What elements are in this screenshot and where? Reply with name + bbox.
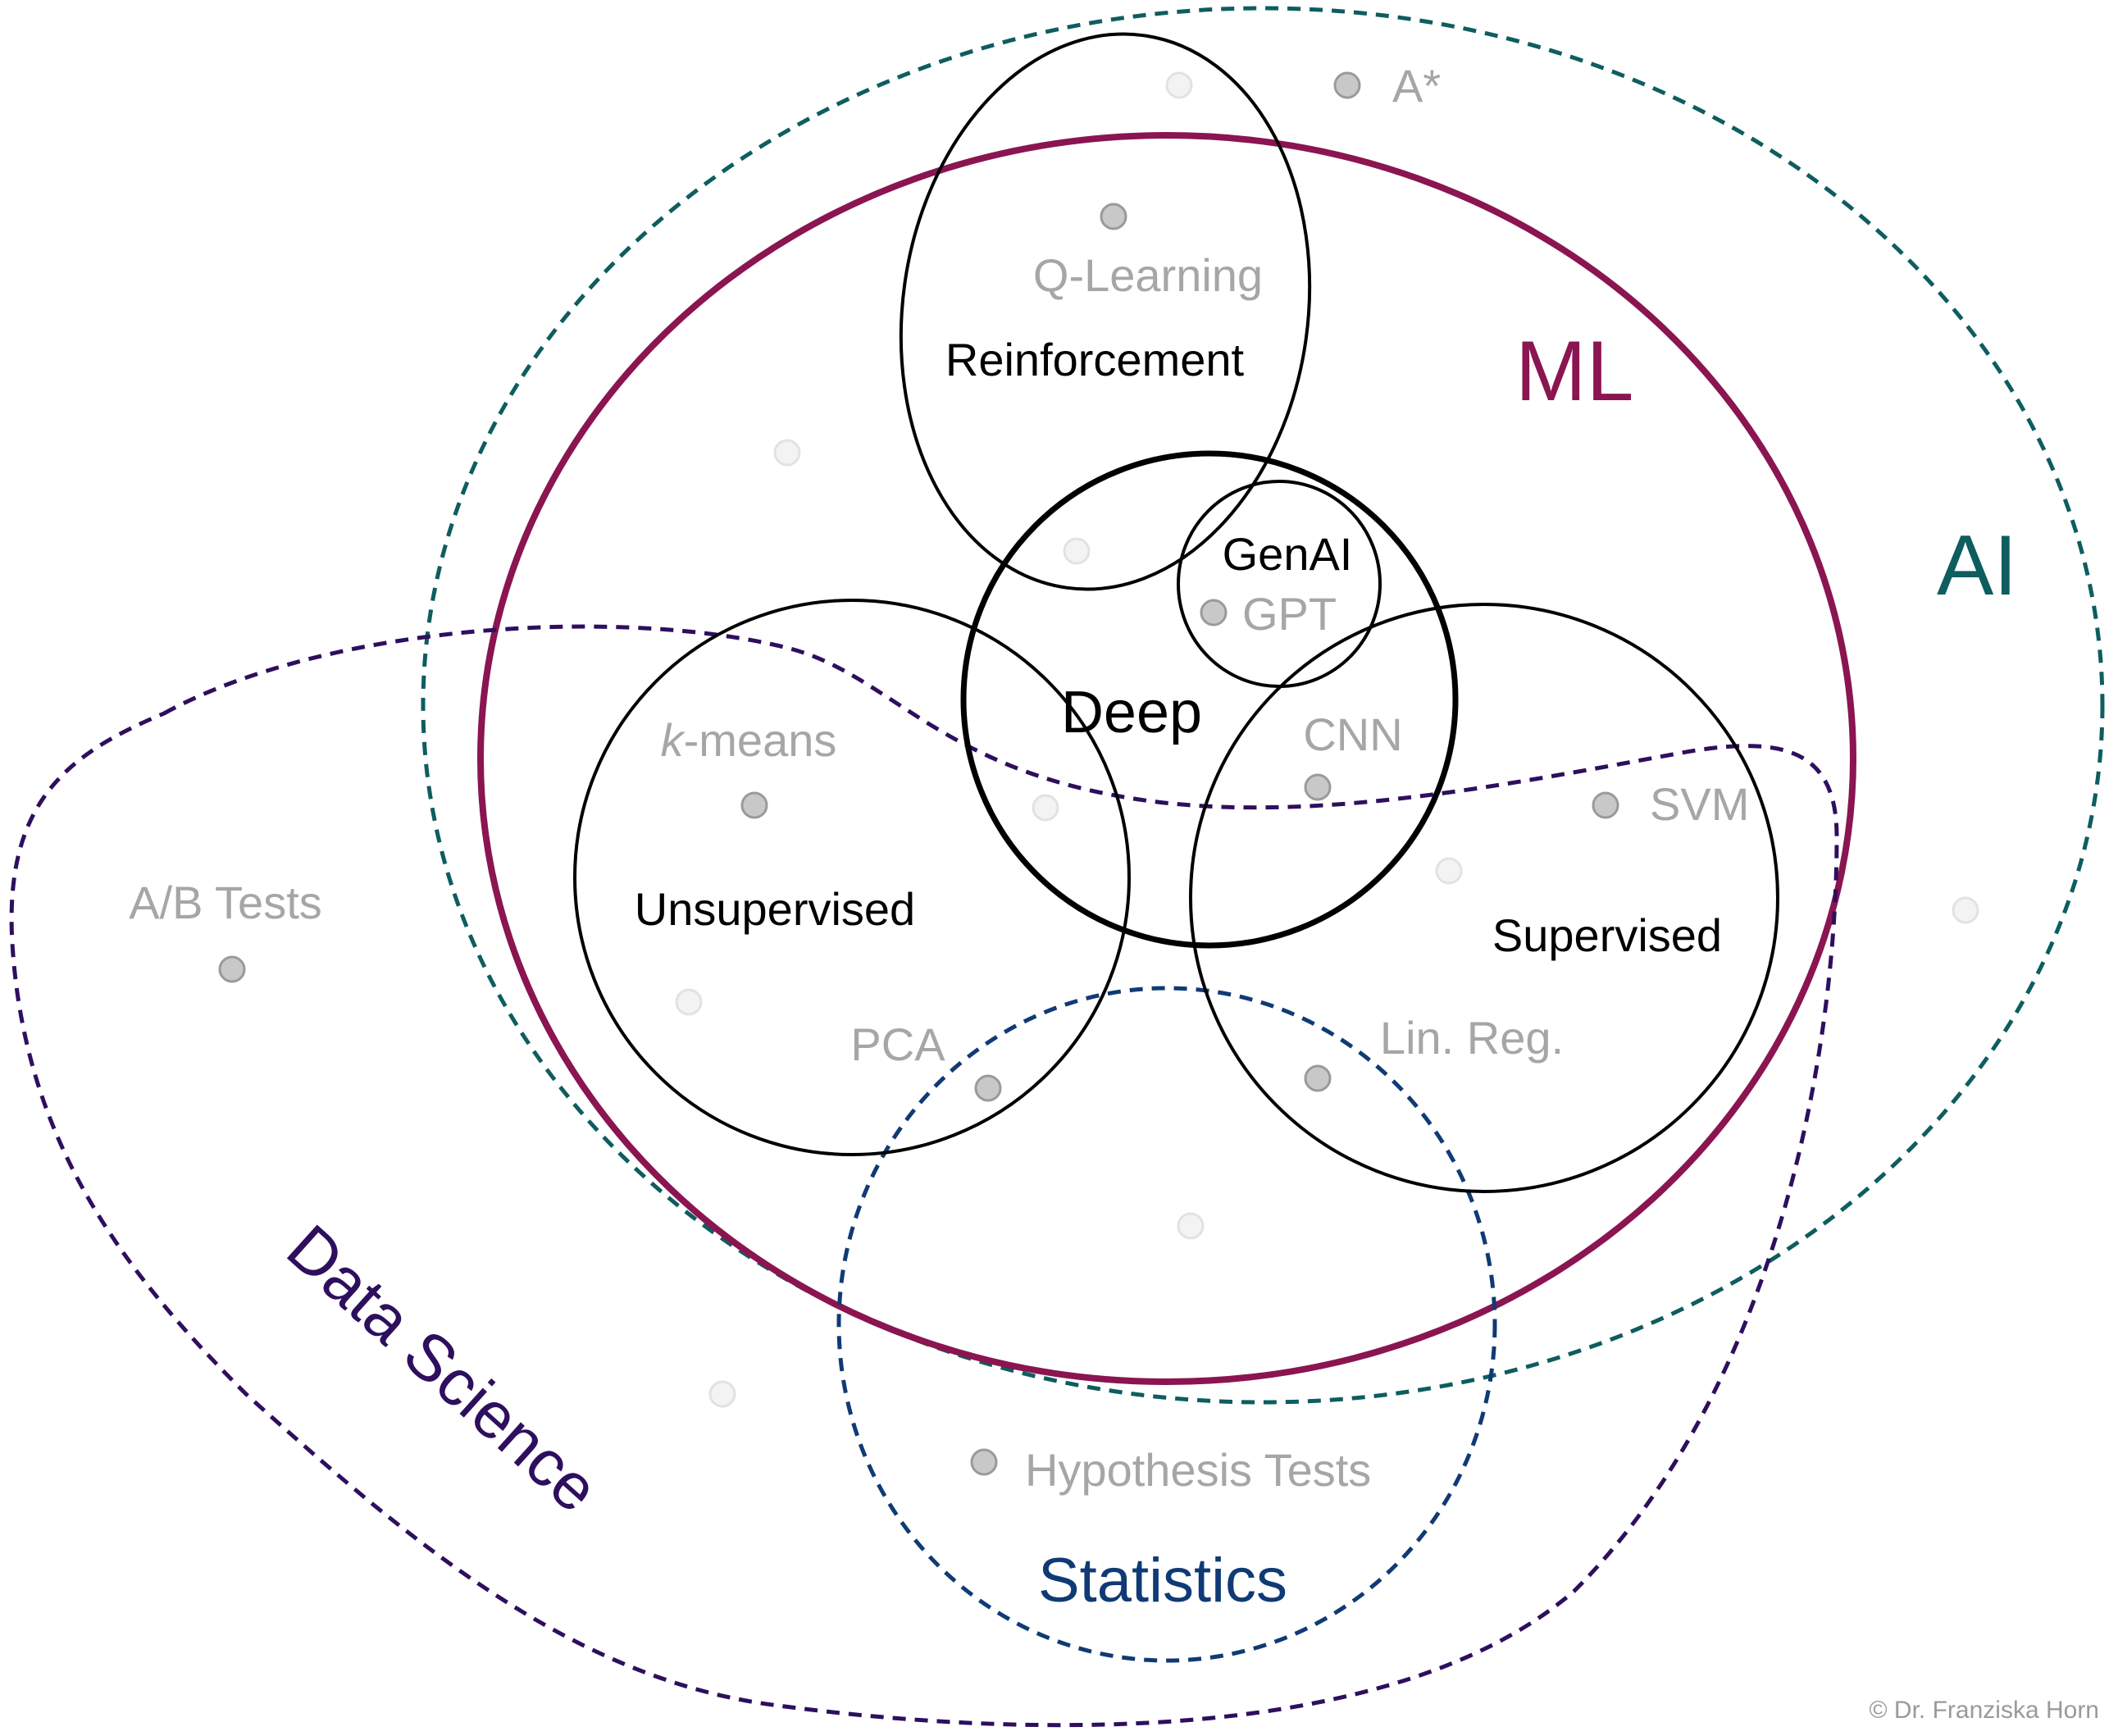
- pca-marker: [974, 1074, 1002, 1102]
- cnn-marker: [1304, 773, 1332, 801]
- ab-tests-marker: [218, 955, 246, 983]
- supervised-label: Supervised: [1492, 909, 1722, 961]
- empty-region-marker: [1032, 794, 1059, 822]
- q-learning-label: Q-Learning: [1033, 249, 1263, 301]
- hypothesis-tests-label: Hypothesis Tests: [1025, 1444, 1371, 1496]
- k-means-k: k: [661, 714, 686, 766]
- q-learning-marker: [1100, 203, 1127, 230]
- empty-region-marker: [1177, 1212, 1205, 1240]
- ml-label: ML: [1515, 324, 1633, 419]
- lin-reg-label: Lin. Reg.: [1380, 1012, 1564, 1064]
- supervised-set-outline: [1189, 603, 1779, 1193]
- empty-region-marker: [1165, 71, 1193, 99]
- empty-region-marker: [773, 439, 801, 467]
- empty-region-marker: [675, 988, 703, 1016]
- ab-tests-label: A/B Tests: [129, 877, 322, 928]
- svm-marker: [1592, 791, 1619, 819]
- statistics-set-outline: [836, 986, 1497, 1663]
- gpt-marker: [1200, 599, 1228, 627]
- data-science-label: Data Science: [274, 1210, 613, 1526]
- lin-reg-marker: [1304, 1064, 1332, 1092]
- ml-set-outline: [477, 132, 1856, 1385]
- deep-label: Deep: [1061, 680, 1202, 745]
- cnn-label: CNN: [1303, 709, 1402, 760]
- ai-set-outline: [421, 6, 2105, 1405]
- empty-region-marker: [708, 1380, 736, 1408]
- pca-label: PCA: [850, 1018, 945, 1070]
- k-means-label: k-means: [661, 714, 837, 766]
- empty-region-marker: [1952, 896, 1979, 924]
- empty-region-marker: [1435, 857, 1463, 885]
- reinforcement-label: Reinforcement: [945, 334, 1245, 385]
- gpt-label: GPT: [1242, 588, 1337, 640]
- empty-region-marker: [1063, 537, 1091, 565]
- svm-label: SVM: [1650, 778, 1749, 830]
- unsupervised-label: Unsupervised: [635, 883, 915, 935]
- unsupervised-set-outline: [573, 599, 1131, 1156]
- ai-label: AI: [1937, 518, 2017, 613]
- statistics-label: Statistics: [1038, 1546, 1287, 1615]
- data-science-set-outline: [9, 624, 1839, 1728]
- genai-set-outline: [1177, 480, 1382, 688]
- credit-label: © Dr. Franziska Horn: [1869, 1697, 2099, 1724]
- a-star-label: A*: [1392, 60, 1441, 112]
- k-means-suffix: -means: [684, 714, 837, 766]
- hypothesis-tests-marker: [970, 1448, 998, 1476]
- k-means-marker: [740, 791, 768, 819]
- genai-label: GenAI: [1223, 528, 1353, 580]
- a-star-marker: [1333, 71, 1361, 99]
- reinforcement-set-outline: [899, 32, 1312, 591]
- deep-set-outline: [960, 450, 1459, 949]
